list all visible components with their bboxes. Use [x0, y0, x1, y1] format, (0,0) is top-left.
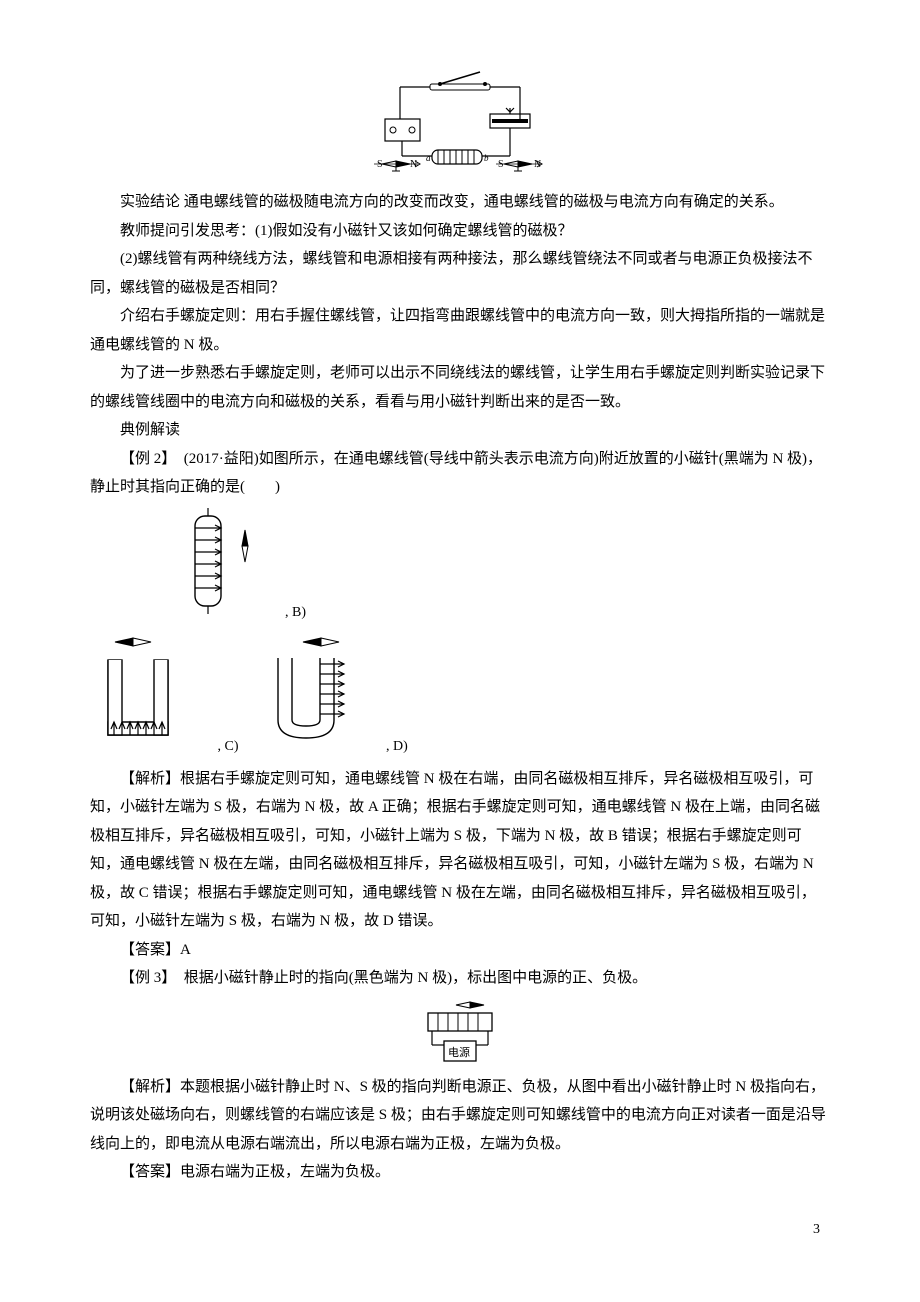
- label-S-right: S: [498, 159, 504, 170]
- example-3-title: 【例 3】 根据小磁针静止时的指向(黑色端为 N 极)，标出图中电源的正、负极。: [90, 964, 830, 993]
- example-3-figure: 电源: [90, 997, 830, 1069]
- rule-intro: 介绍右手螺旋定则：用右手握住螺线管，让四指弯曲跟螺线管中的电流方向一致，则大拇指…: [90, 302, 830, 359]
- label-N-right: N: [534, 159, 541, 170]
- label-S-left: S: [377, 159, 383, 170]
- options-cd-figures: , C) , D): [98, 630, 831, 761]
- example-2-answer: 【答案】A: [90, 936, 830, 965]
- page-number: 3: [90, 1217, 830, 1244]
- example-2-title: 【例 2】 (2017·益阳)如图所示，在通电螺线管(导线中箭头表示电流方向)附…: [90, 445, 830, 502]
- label-b: b: [484, 153, 489, 163]
- question-2: (2)螺线管有两种绕线方法，螺线管和电源相接有两种接法，那么螺线管绕法不同或者与…: [90, 245, 830, 302]
- experiment-figure: S N a b S N: [90, 64, 830, 184]
- example-3-answer: 【答案】电源右端为正极，左端为负极。: [90, 1158, 830, 1187]
- option-b-label: , B): [285, 604, 306, 619]
- further-text: 为了进一步熟悉右手螺旋定则，老师可以出示不同绕线法的螺线管，让学生用右手螺旋定则…: [90, 359, 830, 416]
- example-2-analysis: 【解析】根据右手螺旋定则可知，通电螺线管 N 极在右端，由同名磁极相互排斥，异名…: [90, 765, 830, 936]
- option-b-figure: , B): [165, 506, 830, 627]
- section-title: 典例解读: [90, 416, 830, 445]
- option-c-label: , C): [218, 739, 239, 754]
- option-d-label: , D): [386, 739, 408, 754]
- example-3-analysis: 【解析】本题根据小磁针静止时 N、S 极的指向判断电源正、负极，从图中看出小磁针…: [90, 1073, 830, 1159]
- label-N-left: N: [410, 159, 417, 170]
- teacher-question: 教师提问引发思考：(1)假如没有小磁针又该如何确定螺线管的磁极？: [90, 217, 830, 246]
- label-a: a: [426, 153, 431, 163]
- power-source-label: 电源: [448, 1045, 470, 1059]
- conclusion-text: 实验结论 通电螺线管的磁极随电流方向的改变而改变，通电螺线管的磁极与电流方向有确…: [90, 188, 830, 217]
